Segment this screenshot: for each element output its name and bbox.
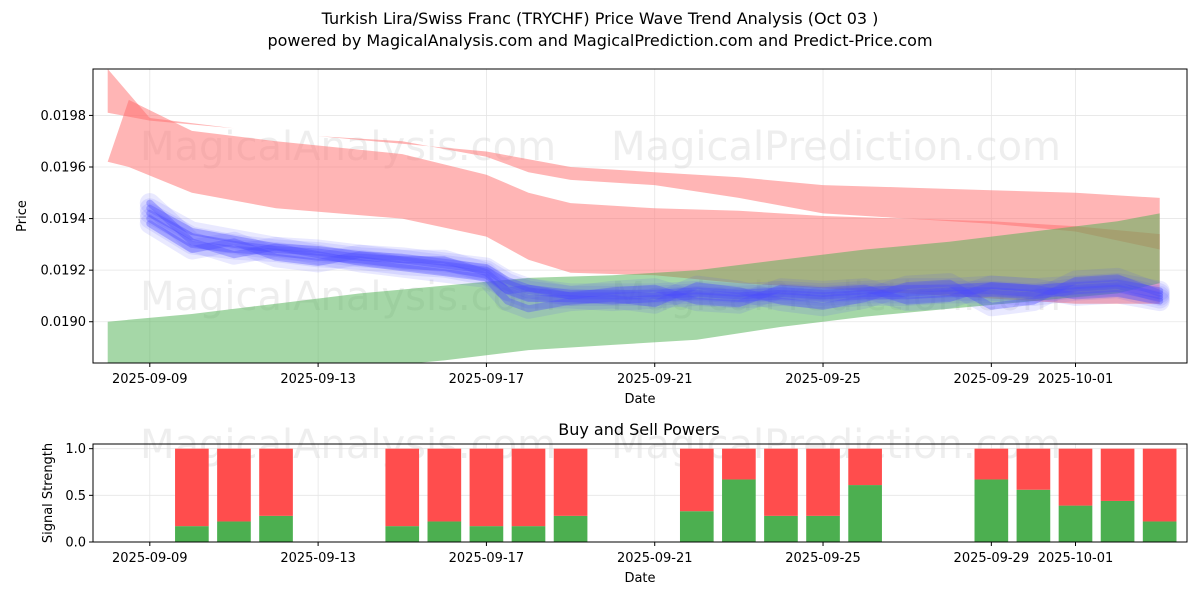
sell-bar (175, 448, 209, 527)
sell-bar (1016, 448, 1051, 490)
chart-title: Turkish Lira/Swiss Franc (TRYCHF) Price … (321, 9, 879, 28)
sell-bar (469, 448, 504, 527)
x-tick-label: 2025-09-13 (280, 551, 356, 566)
x-tick-label: 2025-09-21 (617, 372, 693, 387)
band-green-band (107, 213, 1160, 363)
buy-bar (427, 521, 462, 542)
x-axis-label: Date (624, 571, 655, 586)
sell-bar (806, 448, 840, 516)
sell-bar (722, 448, 756, 480)
sell-bar (553, 448, 588, 516)
sell-bar (217, 448, 251, 522)
buy-bar (469, 526, 504, 542)
sell-bar (427, 448, 462, 522)
wave-line (146, 199, 1164, 313)
wave-line (146, 220, 1164, 308)
buy-bar (175, 526, 209, 542)
sell-bar (1100, 448, 1135, 501)
buy-bar (806, 515, 840, 542)
buy-bar (385, 526, 420, 542)
buy-bar (764, 515, 798, 542)
buy-bar (722, 479, 756, 542)
x-tick-label: 2025-09-21 (617, 551, 693, 566)
y-tick-label: 0.0 (65, 536, 86, 551)
x-tick-label: 2025-09-09 (112, 551, 188, 566)
chart-subtitle: powered by MagicalAnalysis.com and Magic… (267, 31, 933, 50)
buy-bar (511, 526, 546, 542)
wave-line (146, 209, 1164, 300)
x-tick-label: 2025-09-17 (449, 551, 525, 566)
price-chart: MagicalAnalysis.com MagicalPrediction.com… (15, 68, 1188, 407)
buy-bar (848, 485, 882, 542)
sell-bar (1058, 448, 1093, 506)
y-axis-label: Signal Strength (41, 443, 56, 543)
y-tick-label: 0.0190 (41, 315, 87, 330)
plot-frame (92, 443, 1188, 543)
sell-bar (848, 448, 882, 486)
buy-bar (217, 521, 251, 542)
y-tick-label: 0.0196 (41, 161, 87, 176)
x-tick-label: 2025-09-13 (280, 372, 356, 387)
buy-bar (1058, 505, 1093, 542)
y-tick-label: 0.0192 (41, 264, 87, 279)
x-tick-label: 2025-09-09 (112, 372, 188, 387)
buy-bar (259, 515, 293, 542)
buy-sell-title: Buy and Sell Powers (558, 420, 720, 439)
y-tick-label: 1.0 (65, 442, 86, 457)
wave-halo (139, 193, 1170, 319)
sell-bar (385, 448, 420, 527)
x-tick-label: 2025-09-29 (954, 551, 1030, 566)
x-tick-label: 2025-09-25 (785, 551, 861, 566)
sell-bar (259, 448, 293, 516)
buy-sell-chart: MagicalAnalysis.com MagicalPrediction.com… (41, 420, 1188, 586)
plot-content (107, 69, 1170, 363)
y-tick-label: 0.0194 (41, 212, 87, 227)
buy-bar (1142, 521, 1177, 542)
wave-line (146, 215, 1164, 305)
band-upper-red-band (107, 69, 1160, 250)
y-tick-label: 0.5 (65, 489, 86, 504)
plot-frame (92, 68, 1188, 364)
sell-bar (679, 448, 714, 512)
x-tick-label: 2025-10-01 (1038, 372, 1114, 387)
watermark: MagicalPrediction.com (611, 124, 1061, 170)
y-tick-label: 0.0198 (41, 109, 87, 124)
buy-bar (553, 515, 588, 542)
sell-bar (1142, 448, 1177, 522)
chart-header: Turkish Lira/Swiss Franc (TRYCHF) Price … (0, 8, 1200, 52)
y-axis-label: Price (15, 200, 30, 232)
wave-halo (139, 208, 1170, 312)
x-tick-label: 2025-09-29 (954, 372, 1030, 387)
wave-line (146, 204, 1164, 297)
x-tick-label: 2025-09-17 (449, 372, 525, 387)
sell-bar (511, 448, 546, 527)
buy-bar (679, 511, 714, 542)
sell-bar (764, 448, 798, 516)
wave-halo (139, 198, 1170, 304)
buy-bar (1016, 489, 1051, 542)
wave-halo (139, 213, 1170, 314)
x-tick-label: 2025-10-01 (1038, 551, 1114, 566)
buy-bar (1100, 500, 1135, 542)
wave-halo (139, 203, 1170, 306)
x-tick-label: 2025-09-25 (785, 372, 861, 387)
sell-bar (974, 448, 1009, 480)
x-axis-label: Date (624, 392, 655, 407)
buy-bar (974, 479, 1009, 542)
